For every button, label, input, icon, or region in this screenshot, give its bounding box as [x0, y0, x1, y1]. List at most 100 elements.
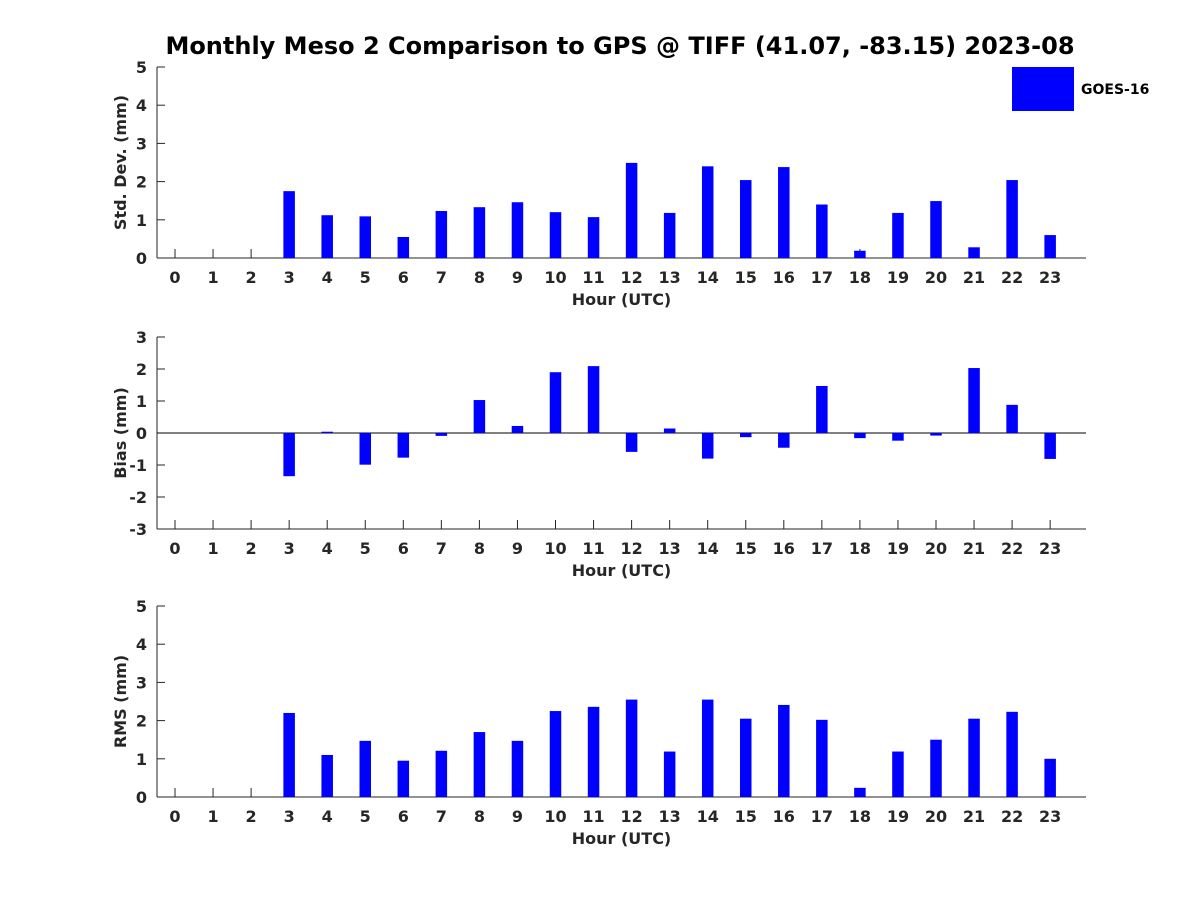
bar	[816, 385, 828, 433]
x-tick-label: 18	[849, 268, 871, 287]
bar	[1006, 180, 1018, 258]
x-tick-label: 7	[436, 268, 447, 287]
bar	[930, 201, 942, 258]
x-tick-label: 19	[887, 807, 909, 826]
x-tick-label: 6	[398, 807, 409, 826]
x-tick-label: 20	[925, 268, 947, 287]
x-tick-label: 3	[284, 268, 295, 287]
x-tick-label: 11	[582, 539, 604, 558]
bar	[587, 366, 600, 433]
x-axis-label: Hour (UTC)	[572, 561, 672, 580]
bar	[854, 433, 866, 439]
x-tick-label: 2	[246, 807, 257, 826]
x-tick-label: 13	[659, 807, 681, 826]
bar	[625, 433, 638, 452]
y-tick-label: 3	[136, 134, 147, 153]
x-tick-label: 6	[398, 539, 409, 558]
y-tick-label: -2	[129, 488, 147, 507]
x-tick-label: 0	[169, 539, 180, 558]
bar	[321, 754, 333, 797]
x-tick-label: 9	[512, 268, 523, 287]
x-tick-label: 16	[773, 268, 795, 287]
bar	[968, 368, 980, 433]
x-tick-label: 17	[811, 268, 833, 287]
bar	[892, 212, 904, 258]
bar	[359, 740, 371, 797]
bar	[854, 787, 866, 797]
chart-title: Monthly Meso 2 Comparison to GPS @ TIFF …	[165, 32, 1074, 60]
x-tick-label: 3	[284, 539, 295, 558]
bar	[511, 740, 524, 797]
y-tick-label: 3	[136, 328, 147, 347]
x-tick-label: 2	[246, 268, 257, 287]
x-tick-label: 10	[544, 539, 566, 558]
x-tick-label: 15	[735, 268, 757, 287]
x-tick-label: 7	[436, 807, 447, 826]
x-tick-label: 12	[620, 807, 642, 826]
x-tick-label: 20	[925, 539, 947, 558]
x-tick-label: 21	[963, 807, 985, 826]
bar	[701, 699, 714, 797]
x-tick-label: 8	[474, 539, 485, 558]
x-tick-label: 5	[360, 807, 371, 826]
x-tick-label: 18	[849, 539, 871, 558]
y-tick-label: -3	[129, 520, 147, 539]
x-tick-label: 5	[360, 268, 371, 287]
x-tick-label: 22	[1001, 807, 1023, 826]
x-tick-label: 13	[659, 268, 681, 287]
bar	[740, 180, 752, 258]
y-tick-label: 1	[136, 750, 147, 769]
bar	[968, 247, 980, 258]
bar	[701, 166, 714, 258]
bar	[892, 433, 904, 441]
x-tick-label: 19	[887, 539, 909, 558]
bar	[549, 711, 562, 797]
x-tick-label: 21	[963, 268, 985, 287]
bar	[435, 750, 448, 797]
bar	[359, 216, 371, 258]
bar	[283, 191, 295, 258]
y-tick-label: 4	[136, 635, 147, 654]
bar	[321, 431, 333, 433]
bar	[397, 236, 410, 258]
x-tick-label: 11	[582, 807, 604, 826]
x-tick-label: 4	[322, 268, 333, 287]
x-tick-label: 4	[322, 539, 333, 558]
x-tick-label: 0	[169, 807, 180, 826]
y-tick-label: 0	[136, 788, 147, 807]
x-tick-label: 12	[620, 539, 642, 558]
bar	[283, 433, 295, 477]
bar	[1044, 433, 1056, 459]
bar	[587, 706, 600, 797]
bar	[397, 760, 410, 797]
legend: GOES-16	[1012, 67, 1149, 111]
bar	[701, 433, 714, 459]
x-tick-label: 3	[284, 807, 295, 826]
bar	[511, 425, 524, 433]
x-axis-label: Hour (UTC)	[572, 829, 672, 848]
x-tick-label: 23	[1039, 807, 1061, 826]
bar	[663, 212, 676, 258]
bar	[854, 250, 866, 258]
y-tick-label: 2	[136, 712, 147, 731]
x-tick-label: 17	[811, 539, 833, 558]
bar	[1044, 758, 1056, 797]
y-tick-label: 4	[136, 96, 147, 115]
legend-label: GOES-16	[1081, 82, 1149, 98]
x-tick-label: 14	[697, 807, 719, 826]
x-tick-label: 17	[811, 807, 833, 826]
x-tick-label: 12	[620, 268, 642, 287]
bar	[397, 433, 410, 458]
x-tick-label: 23	[1039, 539, 1061, 558]
y-tick-label: 2	[136, 360, 147, 379]
y-axis-label: RMS (mm)	[111, 655, 130, 748]
y-tick-label: 0	[136, 249, 147, 268]
y-tick-label: 3	[136, 673, 147, 692]
x-tick-label: 7	[436, 539, 447, 558]
x-tick-label: 15	[735, 539, 757, 558]
x-axis-label: Hour (UTC)	[572, 290, 672, 309]
